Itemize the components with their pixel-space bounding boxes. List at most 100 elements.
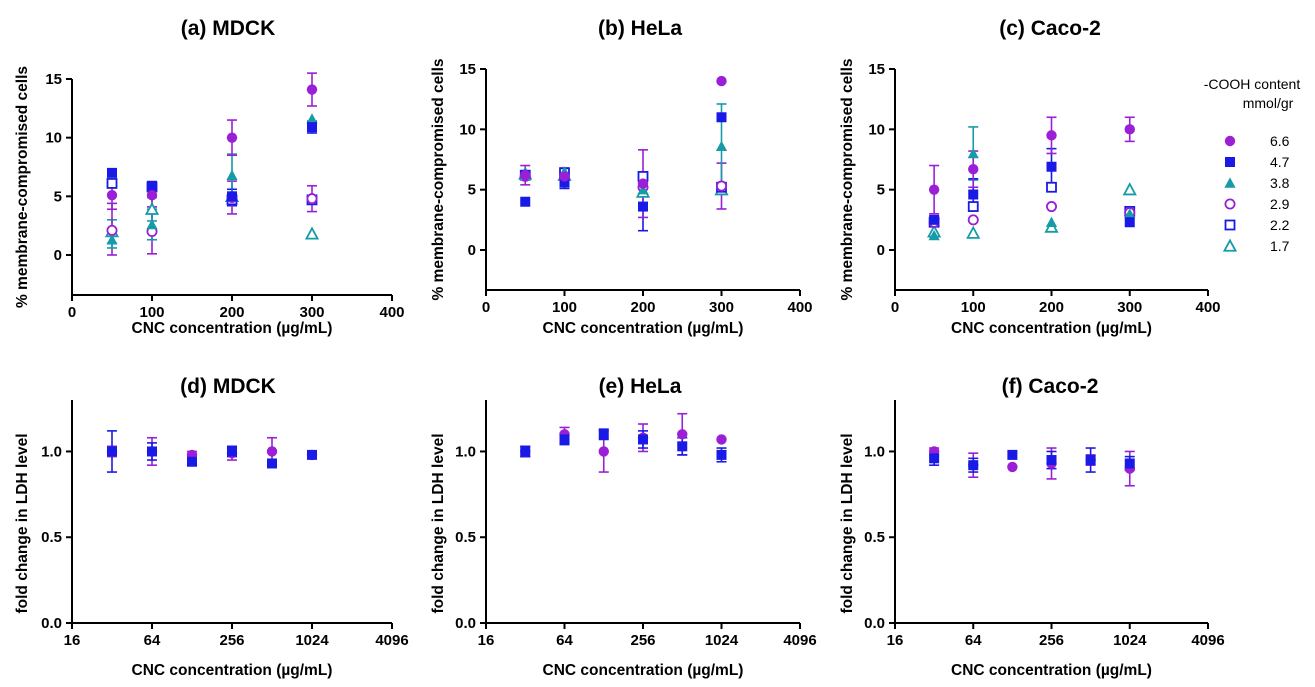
data-point — [520, 446, 531, 457]
x-axis-label: CNC concentration (µg/mL) — [951, 662, 1152, 679]
data-point — [1046, 161, 1057, 172]
data-point — [968, 189, 979, 200]
legend-entry-label: 3.8 — [1270, 175, 1290, 191]
data-point — [638, 434, 648, 445]
data-point — [1124, 124, 1135, 135]
data-point — [637, 184, 649, 195]
x-tick-label: 4096 — [375, 632, 408, 649]
data-point — [928, 184, 940, 195]
x-tick-label: 64 — [144, 632, 161, 649]
y-tick-label: 15 — [868, 61, 885, 78]
data-point — [929, 214, 940, 225]
data-point — [677, 429, 688, 440]
y-tick-label: 5 — [54, 188, 62, 205]
data-point — [716, 75, 727, 87]
y-tick-label: 0 — [54, 247, 62, 264]
data-point — [520, 169, 531, 181]
data-point — [1046, 201, 1058, 213]
data-point — [967, 147, 979, 159]
data-point — [106, 224, 118, 236]
data-point — [520, 196, 531, 207]
panel-title: (a) MDCK — [181, 17, 276, 40]
data-point — [716, 434, 727, 445]
data-point — [968, 163, 979, 175]
data-point — [559, 177, 570, 188]
data-point — [146, 189, 158, 201]
panel-title: (b) HeLa — [598, 17, 682, 40]
x-tick-label: 1024 — [295, 632, 329, 649]
data-point — [716, 180, 728, 192]
x-tick-label: 1024 — [705, 632, 739, 649]
x-tick-label: 300 — [709, 299, 734, 316]
data-point — [226, 132, 238, 143]
legend-entry-label: 1.7 — [1270, 238, 1290, 254]
data-point — [966, 225, 981, 239]
x-tick-label: 200 — [630, 299, 655, 316]
data-point — [598, 429, 609, 440]
y-axis-label: fold change in LDH level — [839, 434, 856, 614]
x-tick-label: 100 — [552, 299, 577, 316]
y-tick-label: 0.5 — [864, 529, 885, 546]
legend-title-line2: mmol/gr — [1243, 95, 1294, 111]
data-point — [144, 201, 160, 215]
data-point — [559, 434, 570, 445]
data-point — [307, 449, 317, 460]
y-tick-label: 15 — [459, 61, 476, 78]
data-point — [187, 456, 197, 467]
data-point — [638, 201, 648, 212]
panel-title: (f) Caco-2 — [1002, 375, 1099, 398]
y-tick-label: 0.5 — [41, 529, 62, 546]
legend-entry-label: 6.6 — [1270, 133, 1290, 149]
y-tick-label: 0.0 — [41, 615, 62, 632]
x-axis-label: CNC concentration (µg/mL) — [132, 662, 333, 679]
data-point — [1046, 181, 1057, 193]
chart-panel-2: (b) HeLa 0 100 200 300 400 0 5 10 15 CNC concentra… — [430, 17, 813, 337]
legend-marker-2-2 — [1224, 219, 1236, 231]
data-point — [1122, 182, 1137, 196]
x-tick-label: 100 — [139, 304, 164, 321]
y-tick-label: 1.0 — [455, 443, 476, 460]
x-tick-label: 400 — [379, 304, 404, 321]
y-tick-label: 5 — [468, 182, 476, 199]
data-point — [1046, 130, 1057, 141]
x-tick-label: 1024 — [1113, 632, 1147, 649]
y-tick-label: 10 — [45, 130, 62, 147]
y-axis-label: fold change in LDH level — [430, 434, 447, 614]
data-point — [637, 178, 649, 189]
x-tick-label: 0 — [68, 304, 76, 321]
y-tick-label: 1.0 — [41, 443, 62, 460]
data-point — [967, 201, 979, 212]
legend-entry-label: 2.9 — [1270, 196, 1290, 212]
data-point — [107, 167, 117, 178]
x-axis-label: CNC concentration (µg/mL) — [543, 662, 744, 679]
data-point — [1124, 458, 1135, 469]
data-point — [598, 446, 609, 457]
data-point — [147, 446, 157, 457]
legend-marker-2-9 — [1224, 198, 1236, 210]
y-axis-label: % membrane-compromised cells — [14, 66, 31, 308]
x-tick-label: 300 — [299, 304, 324, 321]
data-point — [929, 453, 940, 464]
x-tick-label: 300 — [1117, 299, 1142, 316]
data-point — [106, 234, 118, 245]
data-point — [1124, 208, 1136, 219]
x-tick-label: 100 — [961, 299, 986, 316]
data-point — [1124, 217, 1135, 228]
x-tick-label: 64 — [556, 632, 573, 649]
data-point — [1085, 455, 1096, 466]
legend-marker-1-7 — [1222, 238, 1238, 252]
data-point — [715, 140, 728, 151]
data-point — [226, 169, 238, 180]
data-point — [559, 171, 570, 182]
chart-panel-4: (d) MDCK 16 64 256 1024 4096 0.0 0.5 1.0 CNC conc… — [14, 375, 409, 679]
data-point — [968, 460, 979, 471]
data-point — [107, 446, 117, 457]
panel-title: (e) HeLa — [599, 375, 682, 398]
data-point — [1007, 461, 1018, 473]
x-axis-label: CNC concentration (µg/mL) — [132, 320, 333, 337]
legend-entry-label: 2.2 — [1270, 217, 1290, 233]
data-point — [267, 458, 277, 469]
data-point — [106, 178, 118, 189]
y-axis-label: % membrane-compromised cells — [430, 58, 447, 300]
